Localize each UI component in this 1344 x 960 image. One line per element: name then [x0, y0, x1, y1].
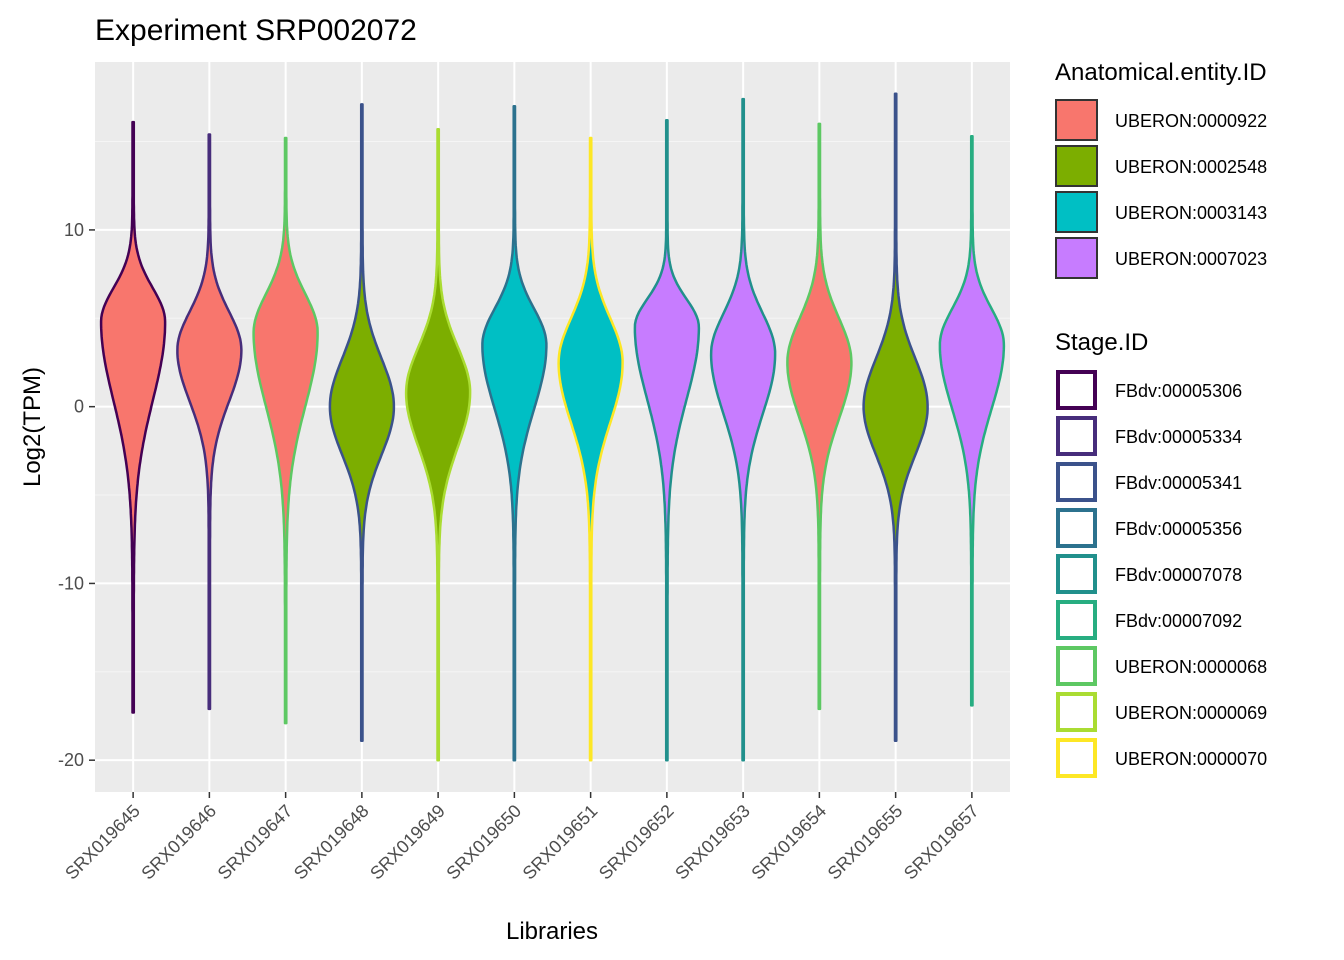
y-axis-ticks: -20 -10 0 10	[58, 220, 95, 770]
x-axis-ticks: SRX019645SRX019646SRX019647SRX019648SRX0…	[61, 792, 983, 883]
x-tick-label: SRX019646	[137, 801, 220, 884]
legend-key	[1055, 99, 1098, 141]
violin-SRX019645	[99, 120, 167, 714]
legend-label: FBdv:00005341	[1115, 473, 1242, 493]
legend-key	[1056, 554, 1097, 594]
legend-label: FBdv:00005306	[1115, 381, 1242, 401]
legend-label: FBdv:00007078	[1115, 565, 1242, 585]
x-tick-label: SRX019651	[519, 801, 602, 884]
legend-title: Anatomical.entity.ID	[1055, 59, 1267, 86]
x-tick-label: SRX019650	[442, 801, 525, 884]
y-tick-label: -10	[58, 573, 84, 593]
x-tick-label: SRX019653	[671, 801, 754, 884]
legend-label: FBdv:00007092	[1115, 611, 1242, 631]
legend-label: UBERON:0000922	[1115, 111, 1267, 131]
legend-key	[1056, 600, 1097, 640]
legend-label: UBERON:0007023	[1115, 249, 1267, 269]
x-tick-label: SRX019652	[595, 801, 678, 884]
violin-SRX019650	[481, 104, 548, 762]
x-tick-label: SRX019645	[61, 801, 144, 884]
legend-label: UBERON:0002548	[1115, 157, 1267, 177]
violin-SRX019655	[862, 92, 929, 742]
violin-SRX019647	[252, 136, 319, 725]
legend-key	[1056, 508, 1097, 548]
x-tick-label: SRX019647	[214, 801, 297, 884]
legend-key	[1055, 145, 1098, 187]
y-tick-label: -20	[58, 750, 84, 770]
legend-label: FBdv:00005334	[1115, 427, 1242, 447]
chart-title: Experiment SRP002072	[95, 14, 417, 47]
violin-SRX019648	[328, 103, 396, 742]
legend-label: UBERON:0000068	[1115, 657, 1267, 677]
violin-SRX019654	[786, 122, 853, 711]
violin-SRX019646	[176, 133, 243, 711]
legend-key	[1056, 646, 1097, 686]
y-tick-label: 10	[64, 220, 84, 240]
legend-key	[1055, 191, 1098, 233]
legend-label: UBERON:0000070	[1115, 749, 1267, 769]
x-tick-label: SRX019648	[290, 801, 373, 884]
violin-SRX019657	[938, 134, 1006, 707]
violin-SRX019649	[404, 127, 472, 762]
legend-key	[1055, 237, 1098, 279]
legend-key	[1056, 692, 1097, 732]
violin-SRX019652	[633, 119, 701, 762]
legend-key	[1056, 462, 1097, 502]
x-tick-label: SRX019649	[366, 801, 449, 884]
legend-label: UBERON:0003143	[1115, 203, 1267, 223]
x-axis-label: Libraries	[506, 918, 598, 945]
violin-SRX019651	[557, 136, 624, 762]
y-tick-label: 0	[74, 397, 84, 417]
x-tick-label: SRX019654	[747, 801, 830, 884]
legends: Anatomical.entity.ID UBERON:0000922 UBERON…	[1055, 59, 1267, 778]
x-tick-label: SRX019655	[824, 801, 907, 884]
violin-SRX019653	[709, 97, 777, 762]
legend-key	[1056, 416, 1097, 456]
legend-label: UBERON:0000069	[1115, 703, 1267, 723]
plot-panel	[95, 62, 1010, 792]
violins	[99, 92, 1006, 762]
legend-title: Stage.ID	[1055, 329, 1148, 356]
legend-key	[1056, 738, 1097, 778]
legend-label: FBdv:00005356	[1115, 519, 1242, 539]
legend-key	[1056, 370, 1097, 410]
y-axis-label: Log2(TPM)	[19, 367, 46, 487]
x-tick-label: SRX019657	[900, 801, 983, 884]
